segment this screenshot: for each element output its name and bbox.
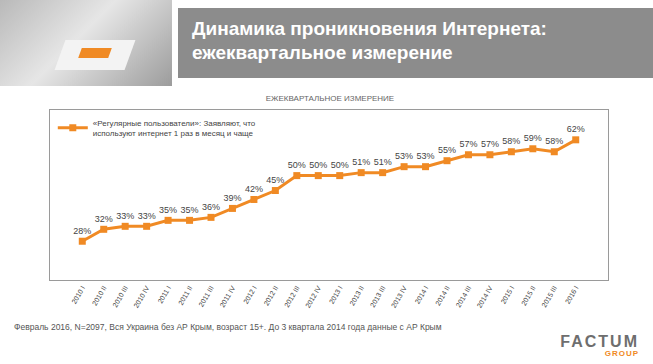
svg-text:36%: 36%	[202, 202, 220, 212]
svg-text:2011 I: 2011 I	[156, 285, 172, 305]
svg-text:35%: 35%	[159, 205, 177, 215]
svg-text:53%: 53%	[395, 151, 413, 161]
svg-text:51%: 51%	[374, 157, 392, 167]
svg-text:2015 II: 2015 II	[520, 285, 537, 307]
svg-text:55%: 55%	[438, 145, 456, 155]
svg-text:2013 I: 2013 I	[328, 285, 344, 305]
svg-text:62%: 62%	[567, 124, 585, 134]
svg-text:2014 III: 2014 III	[455, 285, 473, 309]
svg-text:59%: 59%	[524, 133, 542, 143]
svg-text:2010 III: 2010 III	[111, 285, 129, 309]
svg-text:53%: 53%	[417, 151, 435, 161]
svg-text:50%: 50%	[309, 160, 327, 170]
svg-text:39%: 39%	[223, 193, 241, 203]
svg-text:57%: 57%	[481, 139, 499, 149]
html-text:Динамика проникновения Интерне: Динамика проникновения Интернета: ежеква…	[192, 18, 547, 63]
svg-text:2015 I: 2015 I	[499, 285, 515, 305]
svg-text:ЕЖЕКВАРТАЛЬНОЕ ИЗМЕРЕНИЕ: ЕЖЕКВАРТАЛЬНОЕ ИЗМЕРЕНИЕ	[266, 94, 394, 103]
svg-text:33%: 33%	[116, 211, 134, 221]
svg-text:2014 II: 2014 II	[434, 285, 451, 307]
svg-text:58%: 58%	[545, 136, 563, 146]
html-text:Февраль 2016, N=2097, Вся Укра: Февраль 2016, N=2097, Вся Украина без АР…	[14, 322, 442, 332]
svg-text:2014 I: 2014 I	[414, 285, 430, 305]
svg-text:33%: 33%	[138, 211, 156, 221]
svg-text:45%: 45%	[266, 175, 284, 185]
svg-text:50%: 50%	[288, 160, 306, 170]
svg-text:2013 III: 2013 III	[369, 285, 387, 309]
svg-text:51%: 51%	[352, 157, 370, 167]
svg-text:35%: 35%	[181, 205, 199, 215]
svg-text:2015 III: 2015 III	[540, 285, 558, 309]
svg-text:2011 IV: 2011 IV	[218, 284, 236, 308]
svg-text:42%: 42%	[245, 184, 263, 194]
svg-text:2011 III: 2011 III	[197, 285, 215, 308]
svg-text:2012 III: 2012 III	[283, 285, 301, 309]
svg-text:2012 I: 2012 I	[242, 285, 258, 305]
svg-text:2010 II: 2010 II	[91, 285, 108, 307]
svg-text:2010 IV: 2010 IV	[132, 284, 150, 309]
svg-text:2013 II: 2013 II	[348, 285, 365, 307]
svg-text:2016 I: 2016 I	[564, 285, 580, 305]
svg-text:2014 IV: 2014 IV	[476, 284, 494, 309]
svg-text:2011 II: 2011 II	[177, 285, 194, 307]
svg-text:2012 II: 2012 II	[262, 285, 279, 307]
svg-text:2010 I: 2010 I	[70, 285, 86, 305]
svg-text:2013 IV: 2013 IV	[390, 284, 408, 309]
svg-text:28%: 28%	[73, 226, 91, 236]
svg-text:32%: 32%	[95, 214, 113, 224]
svg-text:50%: 50%	[331, 160, 349, 170]
html-text:FACTUM: FACTUM	[560, 333, 639, 350]
svg-text:«Регулярные пользователи»: Зая: «Регулярные пользователи»: Заявляют, что…	[93, 119, 256, 138]
svg-text:58%: 58%	[502, 136, 520, 146]
svg-text:2012 IV: 2012 IV	[304, 284, 322, 309]
svg-text:57%: 57%	[459, 139, 477, 149]
html-text:GROUP: GROUP	[604, 349, 639, 358]
